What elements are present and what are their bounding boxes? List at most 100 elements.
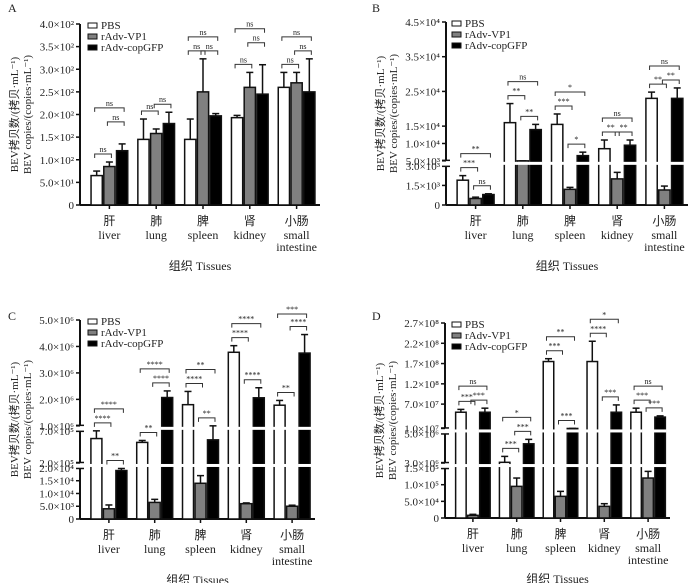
significance-label: ns <box>146 102 153 111</box>
significance-label: ns <box>199 28 206 37</box>
significance-label: *** <box>558 97 570 106</box>
y-tick-label: 2.2×10⁸ <box>404 338 439 350</box>
y-tick-label: 3.5×10² <box>40 42 75 54</box>
significance-label: **** <box>290 318 306 327</box>
y-tick-label: 1.5×10⁴ <box>405 121 440 133</box>
x-axis-label: 组织 Tissues <box>526 572 589 583</box>
bar-radv-copgfp <box>302 91 316 206</box>
category-label-en: liver <box>462 541 484 555</box>
category-label-en: liver <box>98 542 120 556</box>
bar-radv-copgfp <box>298 352 311 520</box>
significance-label: ** <box>667 71 675 80</box>
legend-label: PBS <box>101 316 121 328</box>
bar-break <box>670 161 684 165</box>
legend-label: rAdv-VP1 <box>465 330 511 342</box>
significance-bracket <box>185 368 216 374</box>
category-label-en: small <box>284 228 311 242</box>
significance-label: ns <box>206 42 213 51</box>
bar-break <box>181 463 195 467</box>
category-label-zh: 肝 <box>103 528 115 542</box>
y-tick-label: 1.5×10⁴ <box>39 476 74 488</box>
bar-radv-copgfp <box>256 93 269 206</box>
significance-label: **** <box>245 371 261 380</box>
legend-swatch <box>87 44 98 51</box>
bar-pbs <box>183 138 197 206</box>
significance-bracket <box>200 50 219 55</box>
category-label-en: intestine <box>628 553 669 567</box>
legend-label: rAdv-copGFP <box>465 40 527 52</box>
significance-bracket <box>139 431 158 437</box>
x-axis-label: 组织 Tissues <box>166 573 229 583</box>
bar-break <box>298 426 312 430</box>
significance-label: *** <box>517 422 529 431</box>
significance-label: ns <box>253 34 260 43</box>
bar-pbs <box>181 403 195 520</box>
bar-pbs <box>137 138 150 206</box>
bar-radv-copgfp <box>115 469 128 520</box>
significance-bracket <box>601 131 620 137</box>
bar-break <box>586 464 599 468</box>
bar-radv-copgfp <box>160 396 174 520</box>
significance-bracket <box>198 417 216 422</box>
y-tick-label: 0 <box>69 514 75 526</box>
category-label-zh: 肺 <box>517 214 529 228</box>
bar-break <box>586 429 599 433</box>
bar-break <box>478 429 492 433</box>
bar-radv-vp1 <box>290 82 303 206</box>
bar-radv-vp1 <box>149 132 163 206</box>
significance-bracket <box>289 326 308 331</box>
y-axis-label-zh: BEV拷贝数/(拷贝·mL⁻¹) <box>373 55 387 171</box>
significance-bracket <box>153 103 172 109</box>
significance-bracket <box>294 50 312 55</box>
bar-pbs <box>597 147 611 206</box>
category-label-en: lung <box>506 541 527 555</box>
significance-bracket <box>185 382 203 388</box>
y-tick-label: 1.0×10⁶ <box>39 421 74 433</box>
y-axis-label-en: BEV copies/(copies·mL⁻¹) <box>388 54 400 174</box>
category-label-en: lung <box>144 542 165 556</box>
category-label-zh: 脾 <box>564 213 576 228</box>
bar-pbs <box>227 351 241 520</box>
bar-radv-vp1 <box>285 505 299 520</box>
y-tick-label: 1.2×10⁸ <box>404 379 439 391</box>
bar-break <box>478 464 492 468</box>
y-tick-label: 2.0×10⁴ <box>39 463 74 475</box>
significance-bracket <box>247 42 266 47</box>
significance-label: *** <box>648 399 660 408</box>
bar-radv-copgfp <box>209 115 223 206</box>
bar-pbs <box>586 360 599 519</box>
significance-bracket <box>187 50 206 55</box>
category-label-zh: 小肠 <box>636 527 660 541</box>
category-label-zh: 肝 <box>467 527 479 541</box>
significance-bracket <box>234 28 266 33</box>
legend-swatch <box>87 340 98 347</box>
category-label-zh: 肾 <box>598 527 610 541</box>
significance-bracket <box>277 313 308 318</box>
y-tick-label: 5.0×10⁶ <box>39 315 74 327</box>
y-tick-label: 3.0×10² <box>40 64 75 76</box>
significance-bracket <box>514 430 532 436</box>
significance-bracket <box>633 385 663 391</box>
axis-break-gap <box>441 427 449 434</box>
bar-radv-copgfp <box>162 122 176 206</box>
significance-label: ** <box>654 75 662 84</box>
bar-radv-vp1 <box>240 502 253 520</box>
bar-radv-vp1 <box>466 514 479 519</box>
bar-break <box>629 429 643 433</box>
legend-swatch <box>451 20 462 27</box>
significance-bracket <box>649 65 680 70</box>
category-label-zh: 小肠 <box>285 214 309 228</box>
category-label-en: spleen <box>555 228 586 242</box>
panel-A: A 0 5.0×10¹ 1.0×10² 1.5×10² 2.0×10² 2.5×10² 3.0… <box>7 1 320 273</box>
bar-break <box>566 464 579 468</box>
significance-label: **** <box>95 414 111 423</box>
significance-label: ** <box>607 123 615 132</box>
y-tick-label: 1.0×10² <box>40 155 75 167</box>
bar-break <box>644 161 659 165</box>
legend-swatch <box>451 343 462 350</box>
bar-radv-copgfp <box>566 427 579 519</box>
bar-break <box>273 463 287 467</box>
y-axis-label-en: BEV copies/(copies·mL⁻¹) <box>387 361 399 481</box>
significance-label: **** <box>153 374 169 383</box>
